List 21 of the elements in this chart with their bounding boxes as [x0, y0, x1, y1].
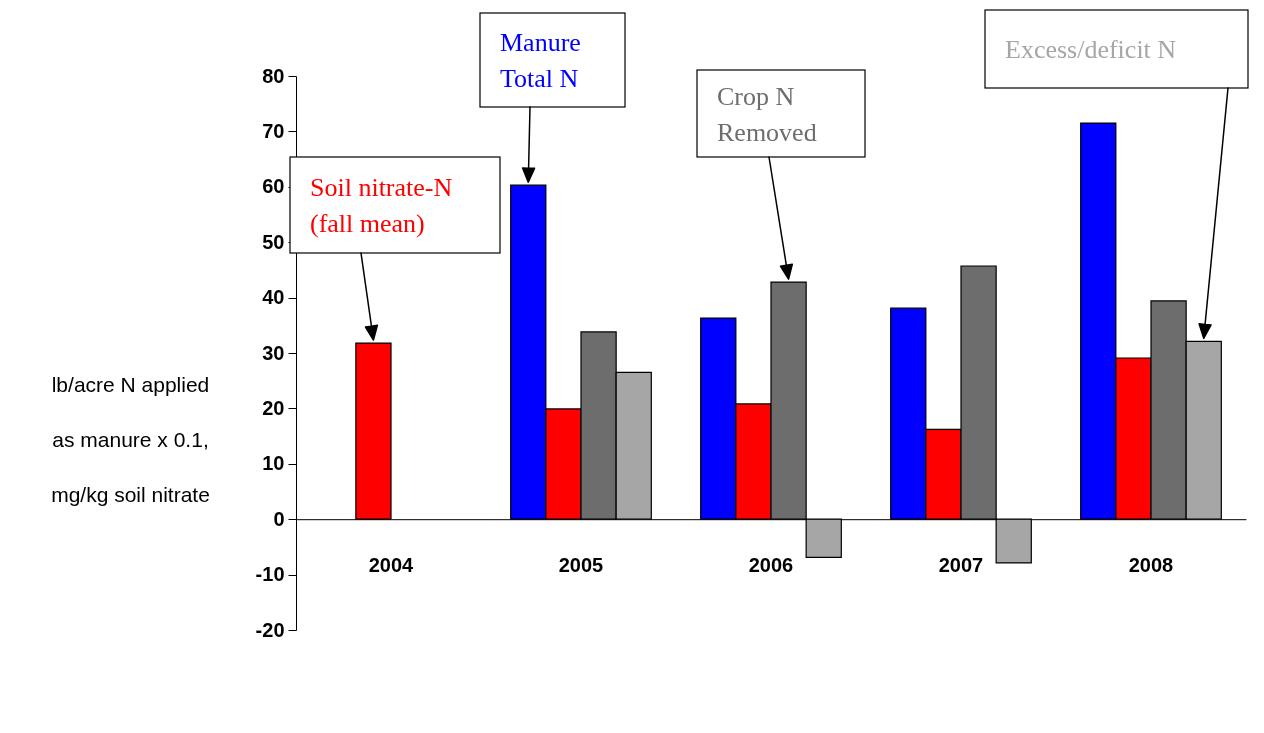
y-tick-label: 10: [262, 452, 285, 475]
y-tick-label: -10: [255, 563, 285, 586]
callout-box: Excess/deficit N: [984, 9, 1249, 89]
callout-box: Crop N Removed: [696, 69, 866, 158]
y-tick-label: 40: [262, 286, 285, 309]
y-tick-label: 50: [262, 230, 285, 253]
x-tick-label: 2007: [938, 553, 984, 576]
y-tick-label: 80: [262, 64, 285, 87]
x-tick-label: 2005: [558, 553, 604, 576]
y-tick-label: -20: [255, 618, 285, 641]
callout-box: Soil nitrate-N (fall mean): [289, 156, 501, 254]
callout-box: Manure Total N: [479, 12, 626, 108]
y-tick-label: 30: [262, 341, 285, 364]
x-tick-label: 2004: [368, 553, 415, 576]
text: lb/acre N applied as manure x 0.1, mg/kg soil nitrate: [51, 372, 210, 506]
y-tick-label: 60: [262, 175, 285, 198]
y-tick-label: 20: [262, 396, 285, 419]
x-tick-label: 2006: [748, 553, 794, 576]
y-tick-label: 70: [262, 119, 285, 142]
x-tick-label: 2008: [1128, 553, 1174, 576]
y-tick-label: 0: [273, 507, 285, 530]
